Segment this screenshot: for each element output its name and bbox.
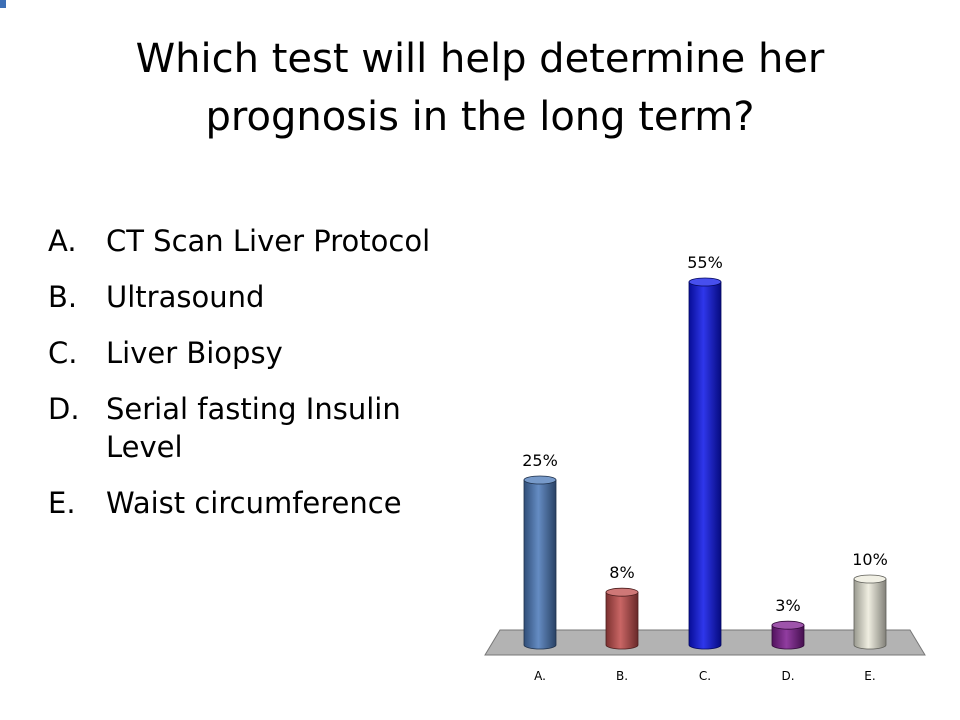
answer-option-c: C. Liver Biopsy <box>48 334 468 372</box>
bar-body <box>853 578 887 650</box>
answer-options-list: A. CT Scan Liver Protocol B. Ultrasound … <box>48 222 468 540</box>
answer-option-a: A. CT Scan Liver Protocol <box>48 222 468 260</box>
option-text: Serial fasting Insulin Level <box>106 392 401 464</box>
option-letter: A. <box>48 224 77 258</box>
option-letter: C. <box>48 336 78 370</box>
answer-option-d: D. Serial fasting Insulin Level <box>48 390 468 466</box>
bar-cap <box>523 475 557 485</box>
data-label: 8% <box>609 563 634 582</box>
category-tick-label: C. <box>699 669 711 683</box>
chart-bar-c <box>688 277 722 650</box>
chart-bar-b <box>605 587 639 650</box>
chart-bar-a <box>523 475 557 650</box>
category-tick-label: A. <box>534 669 546 683</box>
bar-cap <box>605 587 639 597</box>
bar-cap <box>853 574 887 584</box>
category-tick-label: E. <box>864 669 875 683</box>
bar-body <box>688 281 722 650</box>
option-text: Liver Biopsy <box>106 336 283 370</box>
bar-cap <box>688 277 722 287</box>
option-letter: D. <box>48 392 80 426</box>
corner-accent-mark <box>0 0 6 8</box>
category-tick-label: D. <box>781 669 794 683</box>
option-text: CT Scan Liver Protocol <box>106 224 431 258</box>
bar-body <box>771 624 805 650</box>
option-letter: B. <box>48 280 78 314</box>
data-label: 55% <box>687 253 723 272</box>
option-text: Waist circumference <box>106 486 402 520</box>
answer-option-b: B. Ultrasound <box>48 278 468 316</box>
category-tick-label: B. <box>616 669 628 683</box>
chart-bar-d <box>771 620 805 650</box>
option-letter: E. <box>48 486 76 520</box>
option-text: Ultrasound <box>106 280 265 314</box>
chart-bar-e <box>853 574 887 650</box>
data-label: 3% <box>775 596 800 615</box>
data-label: 10% <box>852 550 888 569</box>
slide-title: Which test will help determine her progn… <box>135 36 825 140</box>
bar-cap <box>771 620 805 630</box>
bar-body <box>523 479 557 650</box>
response-bar-chart: 25% A. 8% B. 55% C. 3% D. 10% E. <box>484 253 926 683</box>
answer-option-e: E. Waist circumference <box>48 484 468 522</box>
bar-body <box>605 591 639 650</box>
data-label: 25% <box>522 451 558 470</box>
